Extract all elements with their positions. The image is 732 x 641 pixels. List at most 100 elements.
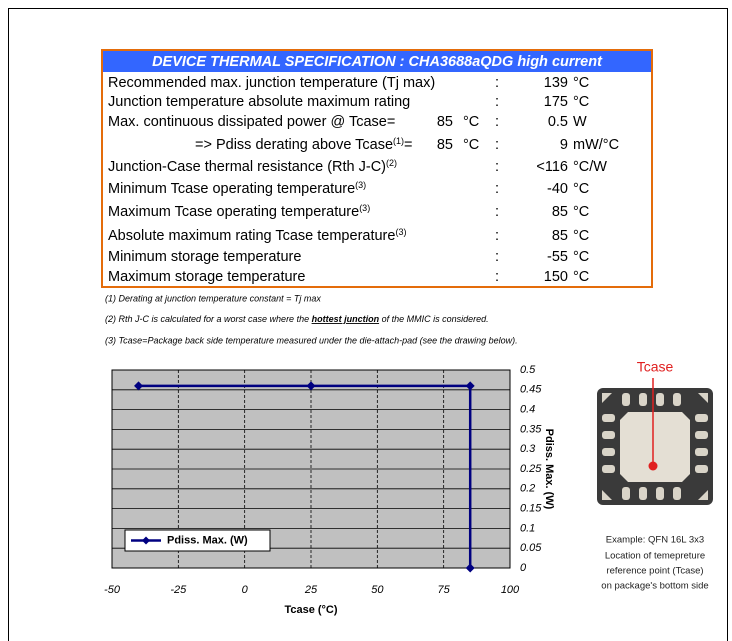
value: 9 — [560, 137, 568, 153]
caption-line: on package's bottom side — [601, 581, 708, 592]
y-tick-label: 0.5 — [520, 364, 536, 376]
label-text: Maximum storage temperature — [108, 269, 305, 285]
row-label: Absolute maximum rating Tcase temperatur… — [108, 227, 406, 244]
superscript: (2) — [386, 158, 397, 168]
note: (1) Derating at junction temperature con… — [105, 293, 321, 303]
table-title: DEVICE THERMAL SPECIFICATION : CHA3688aQ… — [152, 54, 603, 70]
separator: : — [495, 249, 499, 265]
value: 139 — [544, 75, 568, 91]
figure-label: Tcase — [637, 359, 674, 375]
unit: °C — [573, 94, 589, 110]
value: <116 — [536, 159, 568, 175]
caption-line: reference point (Tcase) — [606, 566, 703, 577]
x-axis-title: Tcase (°C) — [284, 604, 337, 616]
legend-marker — [142, 536, 150, 545]
y-tick-label: 0.1 — [520, 522, 535, 534]
y-tick-label: 0.15 — [520, 503, 542, 515]
row-label: Minimum storage temperature — [108, 249, 301, 265]
label-text: Recommended max. junction temperature (T… — [108, 75, 435, 91]
condition-unit: °C — [463, 114, 479, 130]
superscript: (3) — [359, 203, 370, 213]
y-tick-label: 0 — [520, 562, 527, 574]
legend-label: Pdiss. Max. (W) — [167, 534, 248, 546]
label-text: Minimum Tcase operating temperature — [108, 181, 355, 197]
chart: 0 0.05 0.1 0.15 0.2 0.25 0.3 0.35 0.4 0.45 0.5 -50 -… — [104, 364, 555, 616]
y-tick-label: 0.25 — [520, 463, 542, 475]
value: -55 — [547, 249, 568, 265]
label-text: Maximum Tcase operating temperature — [108, 204, 359, 220]
series-line — [138, 384, 472, 568]
page-frame — [8, 8, 728, 641]
separator: : — [495, 159, 499, 175]
row-label: Junction-Case thermal resistance (Rth J-… — [108, 158, 397, 175]
unit: °C — [573, 204, 589, 220]
separator: : — [495, 137, 499, 153]
y-tick-label: 0.35 — [520, 423, 542, 435]
x-tick-label: -25 — [170, 584, 187, 596]
value: 85 — [552, 204, 568, 220]
table-frame — [101, 49, 653, 288]
row-label: Recommended max. junction temperature (T… — [108, 75, 435, 91]
separator: : — [495, 181, 499, 197]
label-text: Junction temperature absolute maximum ra… — [108, 94, 410, 110]
table-rows: Recommended max. junction temperature (T… — [108, 75, 619, 285]
label-tail: = — [404, 137, 412, 153]
unit: °C — [573, 181, 589, 197]
row-label: Minimum Tcase operating temperature(3) — [108, 180, 366, 197]
y-tick-label: 0.3 — [520, 443, 536, 455]
note-part: (2) Rth J-C is calculated for a worst ca… — [105, 314, 312, 324]
condition-value: 85 — [437, 137, 453, 153]
superscript: (3) — [355, 180, 366, 190]
value: 150 — [544, 269, 568, 285]
caption-line: Example: QFN 16L 3x3 — [606, 535, 704, 546]
row-label: Maximum Tcase operating temperature(3) — [108, 203, 370, 220]
condition-value: 85 — [437, 114, 453, 130]
row-label: => Pdiss derating above Tcase(1)= — [195, 136, 413, 153]
label-text: Junction-Case thermal resistance (Rth J-… — [108, 159, 386, 175]
y-tick-label: 0.05 — [520, 542, 542, 554]
separator: : — [495, 94, 499, 110]
x-tick-label: 75 — [438, 584, 451, 596]
label-text: Absolute maximum rating Tcase temperatur… — [108, 228, 395, 244]
separator: : — [495, 228, 499, 244]
note-part: of the MMIC is considered. — [379, 314, 489, 324]
note: (3) Tcase=Package back side temperature … — [105, 335, 518, 345]
x-tick-label: 50 — [371, 584, 384, 596]
table-header — [103, 51, 651, 72]
separator: : — [495, 114, 499, 130]
value: 175 — [544, 94, 568, 110]
superscript: (3) — [395, 227, 406, 237]
value: 85 — [552, 228, 568, 244]
marker — [465, 563, 475, 573]
row-label: Junction temperature absolute maximum ra… — [108, 94, 410, 110]
y-axis-title: Pdiss. Max. (W) — [543, 429, 555, 510]
label-text: Max. continuous dissipated power @ Tcase… — [108, 114, 395, 130]
separator: : — [495, 75, 499, 91]
x-tick-label: 0 — [242, 584, 249, 596]
unit: mW/°C — [573, 137, 619, 153]
marker — [465, 381, 475, 391]
package-image — [597, 378, 713, 505]
row-label: Maximum storage temperature — [108, 269, 305, 285]
note-emphasis: hottest junction — [312, 314, 380, 324]
condition-unit: °C — [463, 137, 479, 153]
unit: °C — [573, 75, 589, 91]
x-tick-label: 25 — [304, 584, 318, 596]
value: 0.5 — [548, 114, 568, 130]
superscript: (1) — [393, 136, 404, 146]
marker — [306, 381, 316, 391]
marker — [134, 381, 144, 391]
y-tick-label: 0.2 — [520, 483, 535, 495]
separator: : — [495, 204, 499, 220]
separator: : — [495, 269, 499, 285]
label-text: => Pdiss derating above Tcase — [195, 137, 393, 153]
y-tick-label: 0.45 — [520, 384, 542, 396]
x-tick-label: 100 — [501, 584, 520, 596]
unit: W — [573, 114, 587, 130]
note: (2) Rth J-C is calculated for a worst ca… — [105, 314, 489, 324]
label-text: Minimum storage temperature — [108, 249, 301, 265]
unit: °C — [573, 228, 589, 244]
row-label: Max. continuous dissipated power @ Tcase… — [108, 114, 395, 130]
caption-line: Location of temepreture — [605, 551, 705, 562]
